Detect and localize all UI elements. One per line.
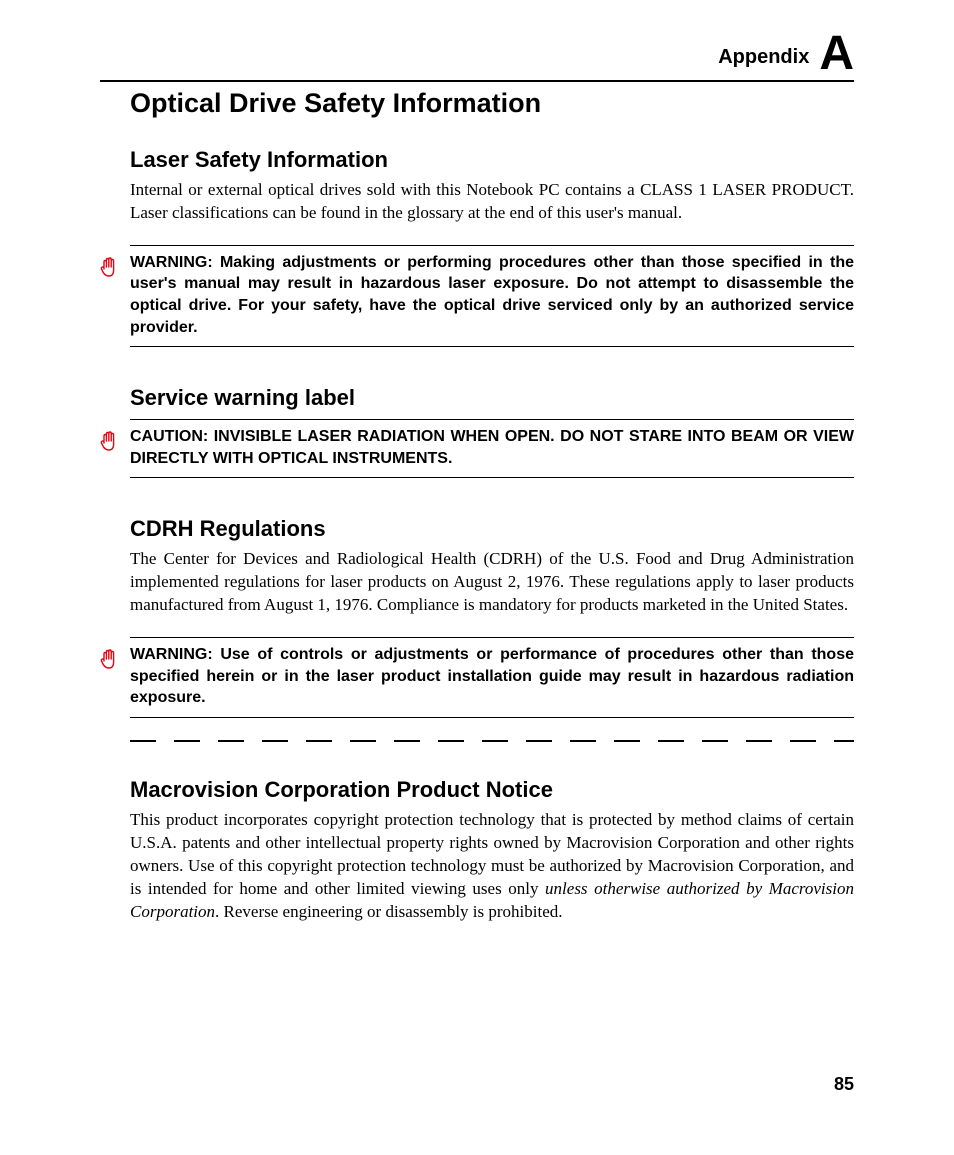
page-header: Appendix A bbox=[100, 30, 854, 82]
warning-hand-icon bbox=[100, 430, 120, 454]
body-text-cdrh: The Center for Devices and Radiological … bbox=[130, 548, 854, 617]
section-title-macrovision: Macrovision Corporation Product Notice bbox=[130, 777, 854, 803]
page-content: Optical Drive Safety Information Laser S… bbox=[130, 88, 854, 924]
warning-hand-icon bbox=[100, 648, 120, 672]
warning-text-cdrh: WARNING: Use of controls or adjustments … bbox=[130, 644, 854, 709]
warning-hand-icon bbox=[100, 256, 120, 280]
dashed-separator bbox=[130, 736, 854, 746]
section-title-cdrh: CDRH Regulations bbox=[130, 516, 854, 542]
body-text-macrovision: This product incorporates copyright prot… bbox=[130, 809, 854, 924]
page-number: 85 bbox=[834, 1074, 854, 1095]
warning-text-service: CAUTION: INVISIBLE LASER RADIATION WHEN … bbox=[130, 426, 854, 469]
appendix-label: Appendix bbox=[718, 46, 809, 69]
main-title: Optical Drive Safety Information bbox=[130, 88, 854, 119]
warning-block-service: CAUTION: INVISIBLE LASER RADIATION WHEN … bbox=[130, 419, 854, 478]
appendix-letter: A bbox=[819, 30, 854, 78]
section-title-service: Service warning label bbox=[130, 385, 854, 411]
warning-block-laser: WARNING: Making adjustments or performin… bbox=[130, 245, 854, 347]
macrovision-part2: . Reverse engineering or disassembly is … bbox=[215, 902, 562, 921]
warning-block-cdrh: WARNING: Use of controls or adjustments … bbox=[130, 637, 854, 718]
section-title-laser: Laser Safety Information bbox=[130, 147, 854, 173]
warning-text-laser: WARNING: Making adjustments or performin… bbox=[130, 252, 854, 338]
body-text-laser: Internal or external optical drives sold… bbox=[130, 179, 854, 225]
